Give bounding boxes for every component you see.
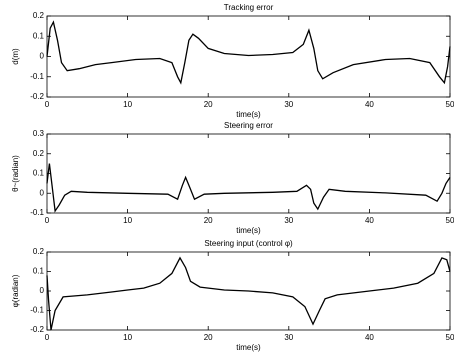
data-line: [46, 20, 451, 85]
x-tick-label: 50: [446, 333, 454, 342]
x-tick-label: 0: [45, 333, 50, 342]
x-tick-label: 30: [284, 216, 293, 225]
y-tick-label: 0.2: [33, 11, 45, 20]
y-tick-label: -0.1: [30, 208, 44, 217]
data-line: [46, 256, 451, 331]
axes-box: [46, 133, 451, 214]
x-tick-label: 10: [123, 100, 132, 109]
x-tick-label: 0: [45, 216, 50, 225]
y-tick-label: 0: [40, 52, 45, 61]
x-tick-label: 10: [123, 333, 132, 342]
y-tick-label: 0: [40, 188, 45, 197]
y-tick-label: 0.1: [33, 31, 45, 40]
x-tick-label: 30: [284, 100, 293, 109]
x-tick-label: 30: [284, 333, 293, 342]
x-tick-label: 50: [446, 100, 454, 109]
y-axis-label: θ~(radian): [11, 155, 20, 192]
x-tick-label: 0: [45, 100, 50, 109]
y-axis-label: φ(radian): [11, 274, 20, 307]
y-tick-label: 0.3: [33, 129, 45, 138]
chart-title: Tracking error: [224, 3, 274, 12]
x-axis-label: time(s): [236, 343, 261, 352]
y-tick-label: 0.2: [33, 247, 45, 256]
x-axis-label: time(s): [236, 110, 261, 119]
y-tick-label: -0.1: [30, 72, 44, 81]
y-tick-label: -0.2: [30, 92, 44, 101]
chart-title: Steering input (control φ): [204, 239, 293, 248]
y-axis-label: d(m): [11, 48, 20, 65]
y-tick-label: 0.1: [33, 267, 45, 276]
data-line: [46, 163, 451, 213]
y-tick-label: -0.1: [30, 306, 44, 315]
x-tick-label: 20: [204, 216, 213, 225]
x-tick-label: 40: [365, 100, 374, 109]
x-tick-label: 10: [123, 216, 132, 225]
x-tick-label: 40: [365, 333, 374, 342]
x-tick-label: 20: [204, 100, 213, 109]
axes-box: [46, 15, 451, 98]
x-tick-label: 20: [204, 333, 213, 342]
y-tick-label: 0.2: [33, 149, 45, 158]
x-tick-label: 40: [365, 216, 374, 225]
chart-title: Steering error: [224, 121, 273, 130]
x-axis-label: time(s): [236, 226, 261, 235]
y-tick-label: 0.1: [33, 169, 45, 178]
y-tick-label: -0.2: [30, 325, 44, 334]
y-tick-label: 0: [40, 286, 45, 295]
x-tick-label: 50: [446, 216, 454, 225]
